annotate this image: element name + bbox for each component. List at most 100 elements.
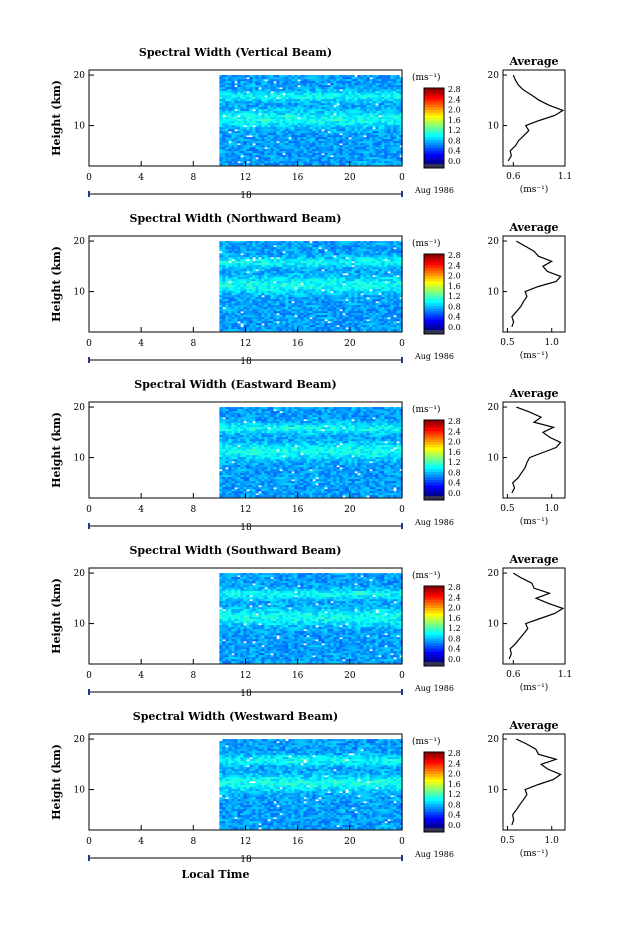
heatmap-cell xyxy=(330,279,334,282)
heatmap-cell xyxy=(348,103,352,106)
heatmap-cell xyxy=(324,99,328,102)
heatmap-cell xyxy=(399,77,403,80)
heatmap-cell xyxy=(276,329,280,332)
heatmap-cell xyxy=(357,319,361,322)
heatmap-cell xyxy=(288,287,292,290)
heatmap-cell xyxy=(324,263,328,266)
heatmap-cell xyxy=(264,289,268,292)
heatmap-cell xyxy=(225,89,229,92)
heatmap-cell xyxy=(306,327,310,330)
heatmap-cell xyxy=(273,149,277,152)
heatmap-cell xyxy=(240,301,244,304)
heatmap-cell xyxy=(222,119,226,122)
heatmap-cell xyxy=(219,241,223,244)
heatmap-cell xyxy=(219,319,223,322)
heatmap-cell xyxy=(243,107,247,110)
heatmap-cell xyxy=(384,129,388,132)
heatmap-cell xyxy=(396,95,400,98)
heatmap-cell xyxy=(378,81,382,84)
heatmap-cell xyxy=(354,301,358,304)
heatmap-cell xyxy=(291,329,295,332)
heatmap-cell xyxy=(252,123,256,126)
heatmap-cell xyxy=(348,135,352,138)
heatmap-cell xyxy=(291,243,295,246)
heatmap-cell xyxy=(366,157,370,160)
heatmap-cell xyxy=(234,111,238,114)
heatmap-cell xyxy=(240,99,244,102)
heatmap-cell xyxy=(222,325,226,328)
heatmap-cell xyxy=(369,259,373,262)
heatmap-cell xyxy=(246,123,250,126)
heatmap-cell xyxy=(345,141,349,144)
heatmap-cell xyxy=(315,311,319,314)
heatmap-cell xyxy=(300,295,304,298)
colorbar-segment xyxy=(424,134,444,138)
heatmap-cell xyxy=(252,325,256,328)
heatmap-cell xyxy=(321,87,325,90)
heatmap-cell xyxy=(327,161,331,164)
heatmap-cell xyxy=(318,277,322,280)
heatmap-cell xyxy=(225,263,229,266)
heatmap-cell xyxy=(330,299,334,302)
heatmap-cell xyxy=(267,125,271,128)
heatmap-cell xyxy=(321,297,325,300)
heatmap-cell xyxy=(294,91,298,94)
heatmap-cell xyxy=(339,273,343,276)
heatmap-cell xyxy=(240,121,244,124)
heatmap-cell xyxy=(297,107,301,110)
heatmap-cell xyxy=(240,247,244,250)
heatmap-cell xyxy=(363,133,367,136)
heatmap-cell xyxy=(228,297,232,300)
heatmap-cell xyxy=(282,323,286,326)
heatmap-cell xyxy=(252,313,256,316)
heatmap-cell xyxy=(321,299,325,302)
heatmap-cell xyxy=(261,299,265,302)
heatmap-cell xyxy=(369,275,373,278)
heatmap-cell xyxy=(276,305,280,308)
heatmap-cell xyxy=(294,247,298,250)
heatmap-cell xyxy=(399,123,403,126)
heatmap-cell xyxy=(306,149,310,152)
heatmap-cell xyxy=(324,287,328,290)
heatmap-cell xyxy=(312,163,316,166)
heatmap-cell xyxy=(315,107,319,110)
heatmap-cell xyxy=(255,83,259,86)
heatmap-cell xyxy=(243,259,247,262)
heatmap-cell xyxy=(279,267,283,270)
heatmap-cell xyxy=(336,149,340,152)
heatmap-cell xyxy=(360,87,364,90)
heatmap-cell xyxy=(321,319,325,322)
heatmap-cell xyxy=(357,263,361,266)
heatmap-cell xyxy=(249,301,253,304)
heatmap-cell xyxy=(243,283,247,286)
heatmap-cell xyxy=(243,157,247,160)
heatmap-cell xyxy=(252,119,256,122)
heatmap-cell xyxy=(255,127,259,130)
heatmap-cell xyxy=(366,299,370,302)
heatmap-cell xyxy=(273,91,277,94)
heatmap-cell xyxy=(222,243,226,246)
heatmap-cell xyxy=(279,113,283,116)
heatmap-cell xyxy=(252,247,256,250)
heatmap-cell xyxy=(381,153,385,156)
heatmap-cell xyxy=(228,263,232,266)
heatmap-cell xyxy=(291,107,295,110)
heatmap-cell xyxy=(360,129,364,132)
heatmap-cell xyxy=(267,153,271,156)
heatmap-cell xyxy=(234,147,238,150)
heatmap-cell xyxy=(291,245,295,248)
heatmap-cell xyxy=(255,295,259,298)
heatmap-cell xyxy=(351,303,355,306)
heatmap-cell xyxy=(273,79,277,82)
heatmap-cell xyxy=(351,123,355,126)
heatmap-cell xyxy=(321,253,325,256)
heatmap-cell xyxy=(351,109,355,112)
heatmap-cell xyxy=(309,121,313,124)
heatmap-cell xyxy=(297,295,301,298)
heatmap-cell xyxy=(249,125,253,128)
heatmap-cell xyxy=(327,257,331,260)
heatmap-cell xyxy=(243,155,247,158)
heatmap-cell xyxy=(231,305,235,308)
heatmap-cell xyxy=(348,113,352,116)
heatmap-cell xyxy=(261,327,265,330)
